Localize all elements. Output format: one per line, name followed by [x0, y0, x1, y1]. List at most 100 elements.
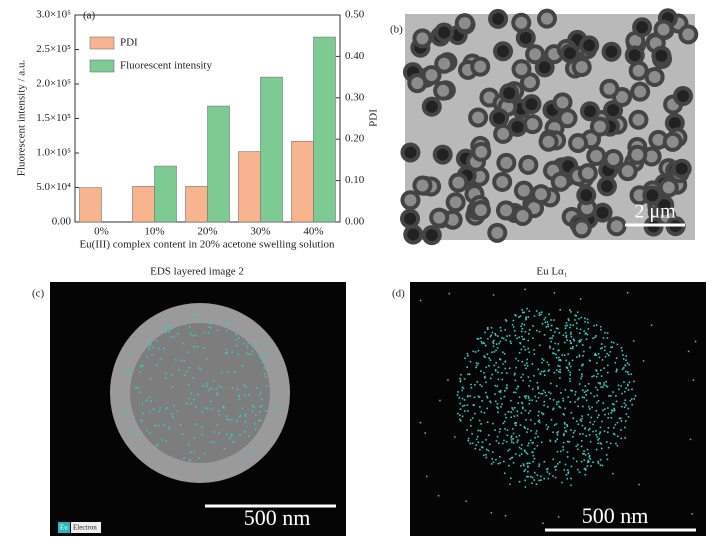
dot: [578, 355, 581, 358]
dot: [621, 368, 624, 371]
bar: [291, 140, 314, 223]
dot: [625, 387, 627, 390]
dot: [582, 389, 584, 392]
dot: [627, 384, 629, 387]
dot: [520, 325, 523, 328]
dot: [484, 376, 486, 379]
particle-center: [556, 96, 569, 109]
dot: [205, 382, 208, 385]
dot: [244, 415, 247, 417]
dot: [480, 411, 483, 413]
dot: [141, 434, 144, 437]
dot: [529, 462, 531, 465]
dot: [459, 379, 462, 382]
dot: [569, 401, 572, 403]
dot: [561, 481, 563, 484]
dot: [490, 512, 493, 514]
dot: [557, 400, 560, 403]
dot: [511, 323, 514, 326]
dot: [248, 331, 250, 334]
dot: [512, 461, 515, 464]
dot: [630, 373, 633, 376]
dot: [243, 342, 245, 345]
dot: [525, 451, 527, 454]
dot: [507, 411, 510, 413]
dot: [606, 332, 609, 334]
dot: [477, 337, 480, 340]
dot: [223, 406, 225, 409]
dot: [584, 320, 586, 323]
dot: [543, 400, 546, 403]
dot: [251, 350, 254, 352]
dot: [606, 385, 609, 388]
particle-center: [535, 188, 548, 201]
particle-center: [407, 228, 420, 241]
dot: [496, 347, 499, 349]
y-axis-title: Fluorescent intensity / a.u.: [16, 60, 28, 177]
dot: [596, 436, 598, 438]
dot: [548, 313, 550, 316]
dot: [601, 347, 603, 349]
dot: [549, 345, 551, 348]
dot: [518, 480, 521, 483]
dot: [474, 384, 476, 386]
bar: [132, 186, 155, 223]
dot: [627, 416, 630, 418]
dot: [493, 364, 496, 367]
dot: [562, 397, 564, 400]
dot: [546, 406, 549, 408]
dot: [623, 402, 626, 405]
dot: [494, 400, 497, 403]
dot: [155, 444, 157, 447]
dot: [610, 341, 613, 343]
dot: [223, 322, 226, 325]
dot: [542, 359, 545, 362]
dot: [525, 317, 527, 320]
dot: [447, 379, 449, 381]
dot: [244, 386, 247, 388]
dot: [531, 399, 534, 402]
dot: [511, 456, 514, 459]
dot: [499, 358, 502, 361]
dot: [581, 424, 584, 427]
dot: [517, 439, 519, 441]
dot: [532, 441, 534, 444]
dot: [244, 394, 247, 397]
dot: [518, 352, 521, 354]
dot: [496, 385, 499, 388]
particle-center: [497, 45, 510, 58]
dot: [491, 351, 493, 354]
dot: [182, 342, 185, 345]
dot: [562, 400, 565, 402]
dot: [555, 327, 558, 330]
particle-center: [483, 91, 496, 104]
dot: [580, 440, 583, 442]
dot: [519, 424, 522, 426]
dot: [501, 337, 503, 339]
dot: [617, 384, 620, 387]
dot: [503, 439, 505, 442]
dot: [587, 413, 589, 416]
dot: [576, 398, 579, 401]
particle-center: [452, 176, 465, 189]
dot: [557, 327, 559, 330]
dot: [602, 402, 605, 404]
dot: [481, 446, 484, 449]
dot: [576, 311, 579, 314]
dot: [547, 325, 549, 328]
particle-center: [523, 76, 536, 89]
dot: [538, 410, 540, 413]
dot: [523, 311, 525, 314]
dot: [506, 429, 509, 431]
dot: [253, 406, 255, 408]
dot: [498, 431, 501, 433]
dot: [563, 434, 565, 437]
particle-center: [575, 222, 588, 235]
dot: [597, 382, 600, 384]
legend-swatch: [58, 522, 70, 533]
dot: [489, 359, 492, 361]
particle-center: [540, 12, 553, 25]
dot: [599, 347, 602, 350]
dot: [261, 404, 263, 407]
dot: [501, 372, 503, 374]
